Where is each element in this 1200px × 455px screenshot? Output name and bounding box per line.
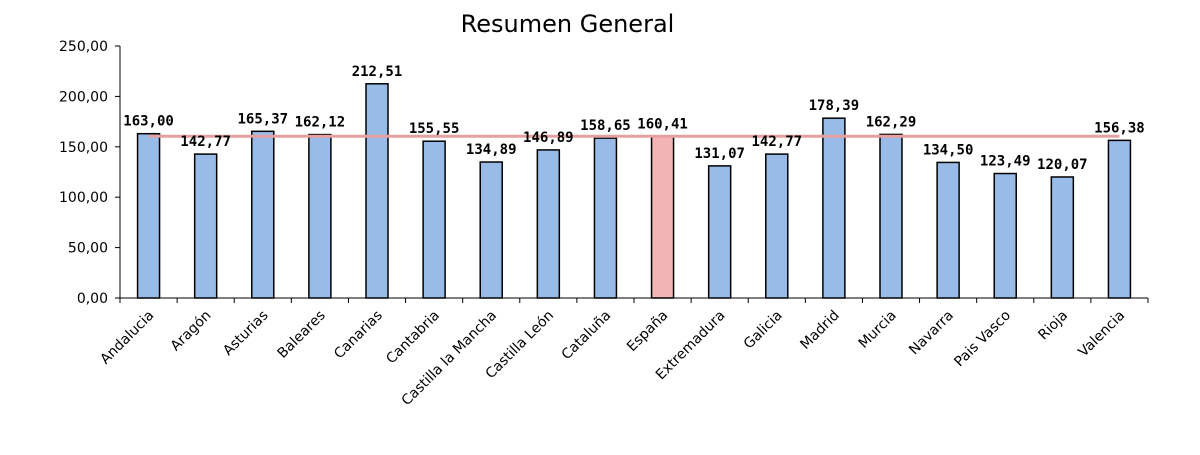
y-tick-label: 150,00 bbox=[59, 140, 108, 156]
bar bbox=[251, 130, 275, 299]
data-label: 134,50 bbox=[923, 142, 974, 158]
y-tick-label: 200,00 bbox=[59, 89, 108, 105]
x-tick-label: Asturias bbox=[220, 308, 271, 359]
bar bbox=[879, 133, 903, 299]
x-tick-label: Aragón bbox=[168, 308, 215, 355]
data-label: 146,89 bbox=[523, 130, 574, 146]
x-tick-label: Murcia bbox=[856, 308, 900, 352]
data-label: 142,77 bbox=[751, 134, 802, 150]
data-label: 120,07 bbox=[1037, 157, 1088, 173]
data-label: 142,77 bbox=[180, 134, 231, 150]
bar-highlight bbox=[650, 135, 675, 299]
data-label: 162,29 bbox=[866, 114, 917, 130]
data-label: 123,49 bbox=[980, 154, 1031, 170]
x-tick-label: Andalucia bbox=[97, 308, 157, 368]
chart-title: Resumen General bbox=[460, 10, 675, 38]
data-label: 158,65 bbox=[580, 118, 631, 134]
y-tick-label: 50,00 bbox=[68, 241, 108, 257]
x-tick-label: Madrid bbox=[797, 308, 842, 353]
data-label: 155,55 bbox=[409, 121, 460, 137]
x-tick-label: Rioja bbox=[1035, 308, 1071, 344]
bar bbox=[993, 172, 1017, 299]
data-label: 162,12 bbox=[295, 115, 346, 131]
bar bbox=[136, 132, 161, 299]
bar bbox=[422, 140, 446, 299]
x-tick-label: Valencia bbox=[1076, 308, 1129, 361]
bar bbox=[193, 153, 218, 299]
x-tick-label: España bbox=[624, 308, 671, 355]
x-tick-label: Baleares bbox=[275, 308, 329, 362]
bar bbox=[822, 117, 846, 299]
bar bbox=[365, 83, 389, 299]
bar bbox=[936, 161, 960, 299]
x-tick-label: Navarra bbox=[906, 308, 957, 359]
data-label: 163,00 bbox=[123, 114, 174, 130]
bar bbox=[479, 161, 503, 299]
bar bbox=[593, 137, 618, 299]
x-tick-label: Galicia bbox=[741, 308, 786, 353]
x-tick-label: Canarias bbox=[331, 308, 386, 363]
y-tick-label: 0,00 bbox=[77, 291, 108, 307]
data-label: 178,39 bbox=[809, 98, 860, 114]
data-label: 212,51 bbox=[352, 64, 403, 80]
data-label: 134,89 bbox=[466, 142, 517, 158]
data-label: 131,07 bbox=[694, 146, 745, 162]
bar bbox=[308, 133, 332, 299]
x-tick-label: Castilla la Mancha bbox=[399, 308, 500, 409]
bar bbox=[1050, 176, 1075, 299]
data-label: 160,41 bbox=[637, 116, 688, 132]
y-tick-label: 250,00 bbox=[59, 39, 108, 55]
y-tick-label: 100,00 bbox=[59, 190, 108, 206]
bar bbox=[536, 149, 561, 299]
data-label: 156,38 bbox=[1094, 120, 1145, 136]
bar bbox=[707, 165, 732, 299]
bar bbox=[1107, 139, 1132, 299]
x-tick-label: Cantabria bbox=[383, 308, 443, 368]
x-tick-label: Cataluña bbox=[559, 308, 615, 364]
bar bbox=[765, 153, 789, 299]
x-tick-label: Pais Vasco bbox=[951, 308, 1014, 371]
data-label: 165,37 bbox=[237, 111, 288, 127]
